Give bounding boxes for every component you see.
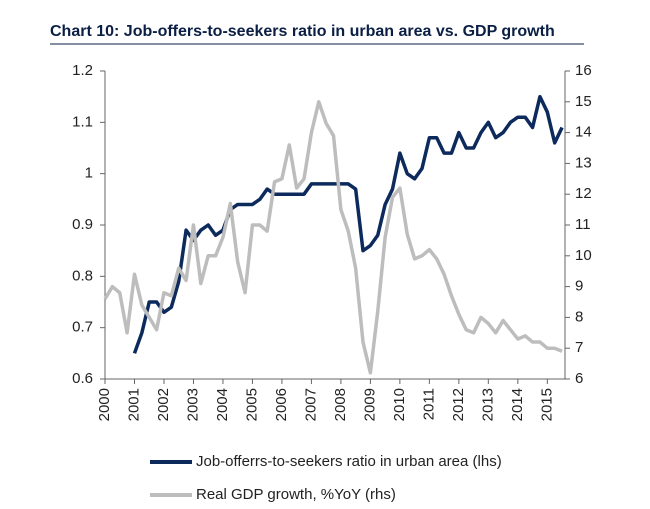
- y2-tick-label: 10: [575, 247, 592, 264]
- x-tick-label: 2009: [361, 388, 378, 421]
- x-tick-label: 2008: [332, 388, 349, 421]
- y-tick-label: 1.2: [72, 62, 93, 79]
- x-tick-label: 2015: [538, 388, 555, 421]
- x-tick-label: 2005: [243, 388, 260, 421]
- x-tick-label: 2003: [184, 388, 201, 421]
- y-tick-label: 0.9: [72, 216, 93, 233]
- x-tick-label: 2014: [509, 388, 526, 421]
- x-tick-label: 2006: [273, 388, 290, 421]
- x-tick-label: 2010: [391, 388, 408, 421]
- x-tick-label: 2002: [155, 388, 172, 421]
- series-line: [103, 100, 563, 375]
- x-tick-label: 2004: [214, 388, 231, 421]
- x-tick-label: 2007: [302, 388, 319, 421]
- legend-label: Real GDP growth, %YoY (rhs): [196, 486, 396, 503]
- chart-title: Chart 10: Job-offers-to-seekers ratio in…: [50, 23, 555, 40]
- y2-tick-label: 9: [575, 278, 583, 295]
- y2-tick-label: 13: [575, 154, 592, 171]
- x-tick-label: 2011: [420, 388, 437, 420]
- legend-label: Job-offerrs-to-seekers ratio in urban ar…: [196, 453, 502, 470]
- y-tick-label: 0.6: [72, 370, 93, 387]
- y-tick-label: 0.7: [72, 319, 93, 336]
- y-tick-label: 0.8: [72, 267, 93, 284]
- y2-tick-label: 6: [575, 370, 583, 387]
- x-tick-label: 2012: [450, 388, 467, 421]
- x-tick-label: 2001: [125, 388, 142, 421]
- y2-tick-label: 16: [575, 62, 592, 79]
- y2-tick-label: 11: [575, 216, 591, 233]
- y2-tick-label: 8: [575, 308, 583, 325]
- y2-tick-label: 7: [575, 339, 583, 356]
- y2-tick-label: 12: [575, 185, 592, 202]
- x-tick-label: 2000: [96, 388, 113, 421]
- y2-tick-label: 14: [575, 124, 592, 141]
- y2-tick-label: 15: [575, 93, 592, 110]
- y-tick-label: 1: [85, 165, 93, 182]
- y-tick-label: 1.1: [72, 113, 93, 130]
- series-line: [132, 94, 564, 354]
- x-tick-label: 2013: [479, 388, 496, 421]
